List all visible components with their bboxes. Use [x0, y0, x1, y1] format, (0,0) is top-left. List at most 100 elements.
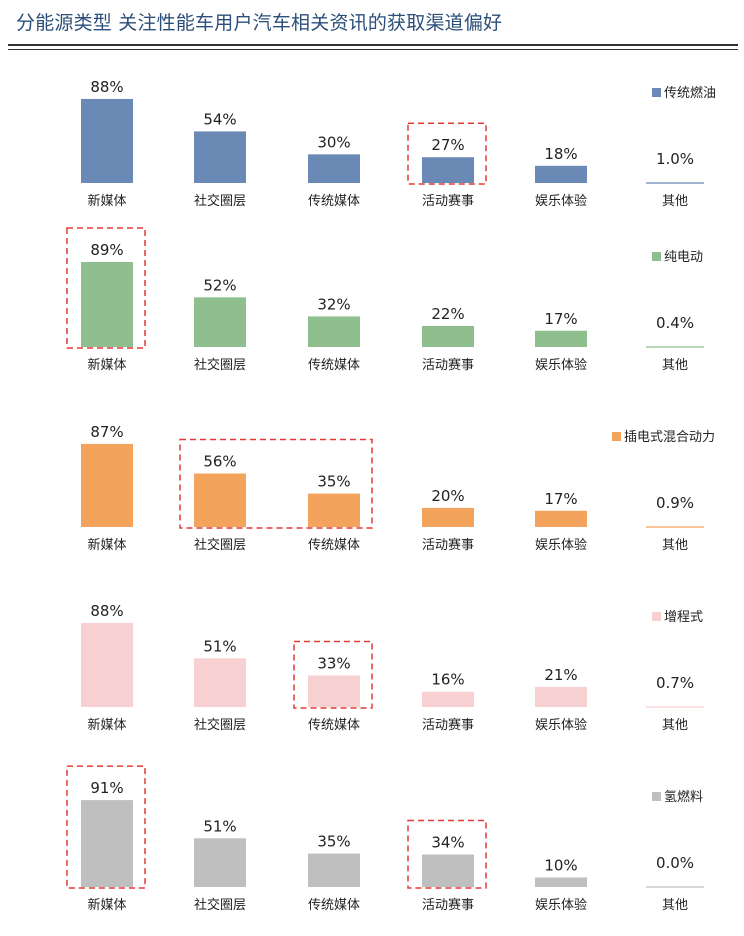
chart-panel: 87% 新媒体 56% 社交圈层 35% 传统媒体 20% 活动赛事 17% 娱乐体验 0.9% 其他… — [81, 423, 715, 553]
bar-mark — [535, 330, 587, 347]
data-label: 1.0% — [656, 150, 694, 168]
category-tick-label: 新媒体 — [87, 717, 126, 733]
bar-mark — [308, 493, 360, 527]
category-tick-label: 社交圈层 — [194, 897, 246, 913]
legend-swatch — [652, 88, 661, 97]
category-tick-label: 传统媒体 — [308, 194, 360, 209]
category-tick-label: 其他 — [662, 898, 688, 913]
bar-mark — [535, 877, 587, 887]
category-tick-label: 其他 — [662, 194, 688, 209]
data-label: 89% — [90, 241, 123, 259]
bar-mark — [308, 316, 360, 347]
legend-label: 氢燃料 — [664, 789, 703, 805]
bar-mark — [194, 838, 246, 887]
category-tick-label: 娱乐体验 — [535, 357, 587, 373]
category-tick-label: 活动赛事 — [422, 537, 474, 553]
highlight-box — [179, 438, 373, 529]
legend-label: 传统燃油 — [664, 85, 716, 101]
data-label: 51% — [203, 637, 236, 655]
data-label: 10% — [544, 856, 577, 874]
data-label: 16% — [431, 671, 464, 689]
title-rule-thick — [8, 44, 738, 46]
data-label: 21% — [544, 666, 577, 684]
bar-mark — [308, 675, 360, 707]
data-label: 54% — [203, 110, 236, 128]
category-tick-label: 其他 — [662, 358, 688, 373]
data-label: 0.9% — [656, 494, 694, 512]
legend-swatch — [652, 612, 661, 621]
category-tick-label: 其他 — [662, 538, 688, 553]
data-label: 17% — [544, 310, 577, 328]
highlight-box — [293, 640, 373, 709]
data-label: 0.7% — [656, 674, 694, 692]
data-label: 35% — [317, 473, 350, 491]
header: 分能源类型 关注性能车用户汽车相关资讯的获取渠道偏好 — [0, 0, 744, 56]
category-tick-label: 其他 — [662, 718, 688, 733]
category-tick-label: 活动赛事 — [422, 193, 474, 209]
data-label: 0.4% — [656, 314, 694, 332]
data-label: 52% — [203, 276, 236, 294]
chart-panel: 91% 新媒体 51% 社交圈层 35% 传统媒体 34% 活动赛事 10% 娱乐体验 0.0% 其他… — [66, 765, 704, 913]
data-label: 33% — [317, 654, 350, 672]
bar-mark — [308, 853, 360, 887]
category-tick-label: 新媒体 — [87, 193, 126, 209]
bar-mark — [422, 854, 474, 887]
category-tick-label: 新媒体 — [87, 537, 126, 553]
chart-panel: 88% 新媒体 54% 社交圈层 30% 传统媒体 27% 活动赛事 18% 娱乐体验 1.0% 其他… — [81, 78, 716, 209]
category-tick-label: 传统媒体 — [308, 538, 360, 553]
bar-mark — [535, 686, 587, 707]
data-label: 91% — [90, 779, 123, 797]
legend-swatch — [652, 252, 661, 261]
chart-panel: 88% 新媒体 51% 社交圈层 33% 传统媒体 16% 活动赛事 21% 娱乐体验 0.7% 其他… — [81, 602, 704, 733]
category-tick-label: 娱乐体验 — [535, 537, 587, 553]
category-tick-label: 活动赛事 — [422, 717, 474, 733]
page-title: 分能源类型 关注性能车用户汽车相关资讯的获取渠道偏好 — [16, 12, 503, 34]
data-label: 56% — [203, 453, 236, 471]
category-tick-label: 新媒体 — [87, 897, 126, 913]
bar-mark — [81, 800, 133, 887]
bar-mark — [422, 325, 474, 347]
data-label: 34% — [431, 834, 464, 852]
bar-mark — [308, 154, 360, 183]
data-label: 30% — [317, 133, 350, 151]
chart-panel: 89% 新媒体 52% 社交圈层 32% 传统媒体 22% 活动赛事 17% 娱乐体验 0.4% 其他… — [66, 227, 704, 373]
data-label: 87% — [90, 423, 123, 441]
bar-mark — [81, 98, 133, 183]
bar-mark — [194, 131, 246, 183]
data-label: 32% — [317, 295, 350, 313]
data-label: 88% — [90, 602, 123, 620]
bar-mark — [194, 297, 246, 347]
category-tick-label: 娱乐体验 — [535, 193, 587, 209]
bar-mark — [194, 658, 246, 707]
data-label: 51% — [203, 817, 236, 835]
bar-mark — [194, 473, 246, 527]
category-tick-label: 传统媒体 — [308, 718, 360, 733]
data-label: 27% — [431, 136, 464, 154]
category-tick-label: 社交圈层 — [194, 357, 246, 373]
category-tick-label: 传统媒体 — [308, 358, 360, 373]
highlight-box — [407, 819, 487, 889]
category-tick-label: 社交圈层 — [194, 717, 246, 733]
category-tick-label: 社交圈层 — [194, 537, 246, 553]
data-label: 18% — [544, 145, 577, 163]
data-label: 17% — [544, 490, 577, 508]
bar-mark — [81, 622, 133, 707]
category-tick-label: 传统媒体 — [308, 898, 360, 913]
bar-mark — [535, 165, 587, 183]
highlight-box — [66, 227, 146, 349]
bar-mark — [422, 691, 474, 707]
bar-mark — [422, 507, 474, 527]
legend-label: 插电式混合动力 — [624, 430, 715, 445]
legend-swatch — [652, 792, 661, 801]
data-label: 35% — [317, 833, 350, 851]
bar-mark — [81, 262, 133, 347]
category-tick-label: 活动赛事 — [422, 897, 474, 913]
data-label: 22% — [431, 305, 464, 323]
data-label: 0.0% — [656, 854, 694, 872]
title-rule-thin — [8, 49, 738, 50]
category-tick-label: 社交圈层 — [194, 193, 246, 209]
legend-label: 纯电动 — [664, 250, 703, 265]
bar-mark — [422, 157, 474, 183]
category-tick-label: 娱乐体验 — [535, 897, 587, 913]
